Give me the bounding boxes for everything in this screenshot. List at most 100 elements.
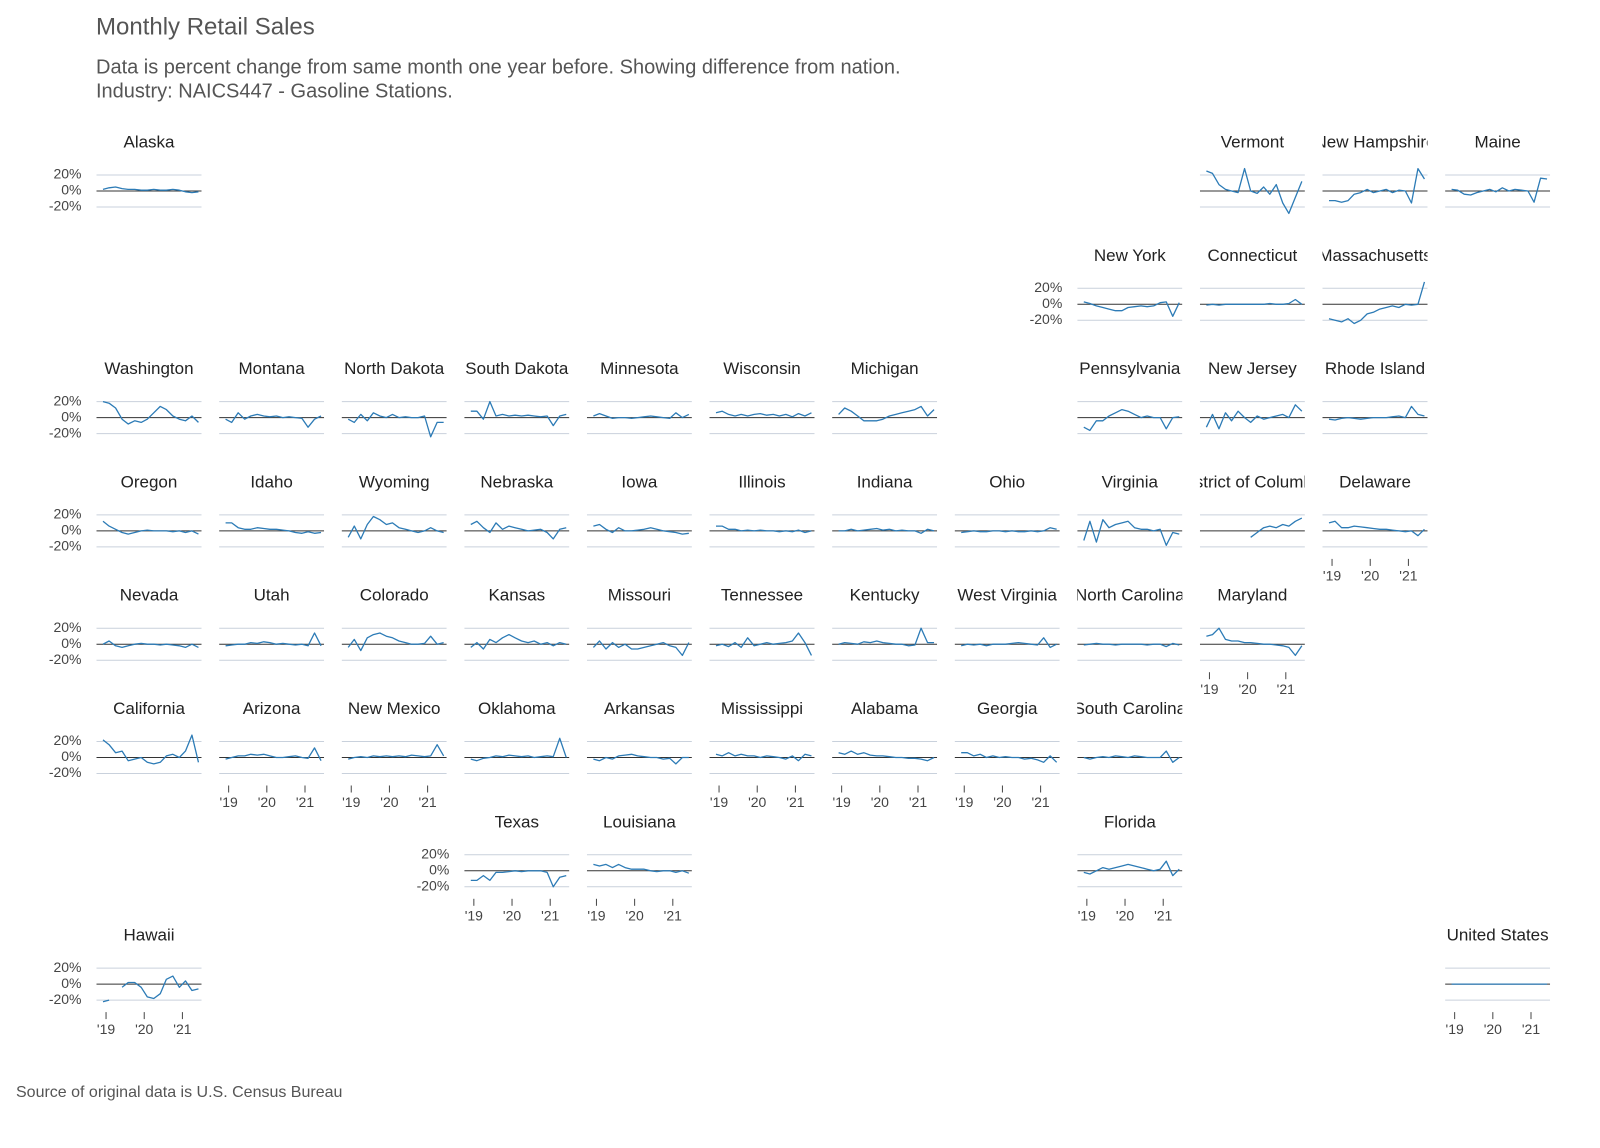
panel-title: Oregon (121, 472, 178, 491)
y-tick-label: -20% (49, 198, 82, 214)
plot-area (464, 627, 570, 661)
panel-title-strip: North Carolina (1075, 586, 1185, 605)
series-line (1083, 408, 1180, 432)
series-line (102, 975, 199, 1003)
panel: Texas 20%0%-20% '19 '20 '21 (417, 812, 570, 924)
series-line (1205, 404, 1303, 430)
panel-title: Mississippi (721, 699, 803, 718)
plot-area (96, 514, 202, 548)
plot-area (219, 401, 325, 435)
plot-area (219, 514, 325, 548)
panel: Maine (1445, 132, 1551, 208)
panel: Vermont (1199, 132, 1305, 215)
panel-title-strip: West Virginia (957, 586, 1057, 605)
panel-title: Iowa (621, 472, 657, 491)
panel-title: Delaware (1339, 472, 1411, 491)
panel-title: Wyoming (359, 472, 430, 491)
y-tick-label: 20% (53, 392, 81, 408)
plot-area (464, 854, 570, 888)
series-line (1083, 860, 1180, 877)
panel-title: Indiana (857, 472, 913, 491)
panel-title-strip: Minnesota (600, 359, 679, 378)
y-tick-label: 20% (53, 619, 81, 635)
plot-area (1199, 167, 1305, 215)
panel-title-strip: Tennessee (721, 586, 803, 605)
panel: Tennessee (709, 586, 815, 661)
series-line (470, 737, 567, 762)
panel-title: Virginia (1102, 472, 1159, 491)
panel-title: Alaska (123, 132, 175, 151)
x-tick-label: '21 (1154, 908, 1172, 924)
panel-title: New York (1094, 246, 1166, 265)
panel-title: Oklahoma (478, 699, 556, 718)
panel-title-strip: Kansas (488, 586, 545, 605)
y-tick-label: 0% (429, 862, 449, 878)
x-tick-label: '21 (1031, 794, 1049, 810)
panel-title-strip: Wyoming (359, 472, 430, 491)
plot-area (586, 514, 692, 548)
panel-title: Tennessee (721, 586, 803, 605)
series-line (102, 400, 199, 425)
panel-title: North Carolina (1075, 586, 1185, 605)
panel-title-strip: South Dakota (465, 359, 569, 378)
panel: New Hampshire (1322, 132, 1428, 208)
x-tick-label: '20 (626, 908, 644, 924)
plot-area (1199, 514, 1305, 548)
series-line (1328, 281, 1426, 325)
panel-title: Arizona (243, 699, 301, 718)
series-line (102, 520, 199, 535)
series-line (102, 186, 199, 194)
x-tick-label: '19 (587, 908, 605, 924)
panel-title: Florida (1104, 812, 1157, 831)
y-tick-label: -20% (49, 991, 82, 1007)
panel-title-strip: Montana (239, 359, 306, 378)
plot-area (96, 627, 202, 661)
y-tick-label: 20% (53, 166, 81, 182)
x-tick-label: '20 (1484, 1021, 1502, 1037)
y-tick-label: 0% (61, 522, 81, 538)
panel-title-strip: Missouri (608, 586, 671, 605)
plot-area (1199, 401, 1305, 435)
y-tick-label: 0% (61, 748, 81, 764)
x-tick-label: '21 (664, 908, 682, 924)
panel: Mississippi '19 '20 '21 (709, 699, 815, 810)
y-tick-label: -20% (49, 424, 82, 440)
plot-area (1199, 287, 1305, 321)
x-tick-label: '19 (833, 794, 851, 810)
panel-title: New Jersey (1208, 359, 1297, 378)
panel-title: Maine (1474, 132, 1520, 151)
series-line (593, 412, 690, 420)
x-tick-label: '21 (1277, 681, 1295, 697)
panel-title: Colorado (360, 586, 429, 605)
series-line (1328, 520, 1425, 537)
y-tick-label: -20% (417, 878, 450, 894)
panel: Wisconsin (709, 359, 815, 435)
panel-title-strip: New Jersey (1208, 359, 1297, 378)
series-line (102, 640, 199, 649)
y-tick-label: 0% (61, 408, 81, 424)
plot-area (341, 741, 447, 774)
x-tick-label: '21 (1522, 1021, 1540, 1037)
panel: Oregon 20%0%-20% (49, 472, 202, 554)
x-tick-label: '19 (1323, 568, 1341, 584)
panel-title: Illinois (738, 472, 785, 491)
panel: Delaware '19 '20 '21 (1322, 472, 1428, 584)
x-tick-label: '20 (1361, 568, 1379, 584)
x-tick-label: '19 (710, 794, 728, 810)
plot-area (586, 741, 692, 774)
panel-title-strip: Delaware (1339, 472, 1411, 491)
plot-area (709, 401, 815, 435)
series-line (347, 632, 444, 652)
plot-area (1077, 854, 1183, 888)
chart-subtitle: Data is percent change from same month o… (96, 56, 901, 78)
panel-title: Minnesota (600, 359, 679, 378)
x-tick-label: '19 (1078, 908, 1096, 924)
plot-area (832, 401, 938, 435)
panel-title-strip: Ohio (989, 472, 1025, 491)
series-line (838, 405, 935, 422)
plot-area (96, 174, 202, 208)
panel-title-strip: Michigan (851, 359, 919, 378)
panel: South Carolina (1077, 699, 1183, 774)
series-line (1083, 750, 1180, 763)
